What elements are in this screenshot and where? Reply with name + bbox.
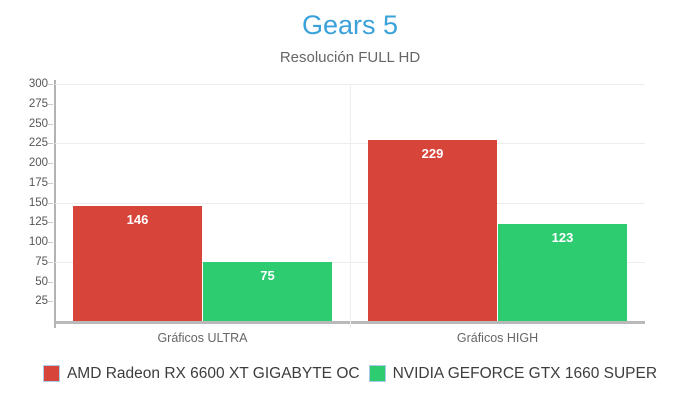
bar-value-label: 146 xyxy=(126,212,149,227)
bar-value-label: 123 xyxy=(551,230,574,245)
y-tick-label: 125 xyxy=(28,216,48,228)
legend-item-label: AMD Radeon RX 6600 XT GIGABYTE OC xyxy=(66,364,360,382)
y-axis-line xyxy=(54,80,56,328)
y-tick-mark xyxy=(48,143,53,144)
legend-swatch xyxy=(368,364,386,382)
y-tick-label: 25 xyxy=(35,295,48,307)
y-tick-label: 300 xyxy=(28,78,48,90)
bar: 229 xyxy=(368,140,497,321)
y-tick-mark xyxy=(48,124,53,125)
bar: 123 xyxy=(498,224,627,321)
y-tick-label: 175 xyxy=(28,177,48,189)
y-tick-mark xyxy=(48,262,53,263)
chart-subtitle: Resolución FULL HD xyxy=(279,49,421,66)
category-separator-line xyxy=(350,84,351,328)
legend-item: NVIDIA GEFORCE GTX 1660 SUPER xyxy=(368,364,658,383)
chart-legend: AMD Radeon RX 6600 XT GIGABYTE OC NVIDIA … xyxy=(0,361,700,385)
y-tick-label: 50 xyxy=(35,276,48,288)
bar: 146 xyxy=(73,206,202,321)
legend-swatch xyxy=(42,364,60,382)
y-tick-label: 100 xyxy=(28,236,48,248)
y-tick-label: 150 xyxy=(28,197,48,209)
chart-title: Gears 5 xyxy=(301,10,399,40)
y-tick-label: 225 xyxy=(28,137,48,149)
bar-value-label: 229 xyxy=(421,146,444,161)
bar-value-label: 75 xyxy=(260,268,275,283)
y-tick-mark xyxy=(48,222,53,223)
y-tick-mark xyxy=(48,104,53,105)
y-tick-label: 75 xyxy=(35,256,48,268)
y-tick-mark xyxy=(48,183,53,184)
y-tick-mark xyxy=(48,163,53,164)
y-tick-mark xyxy=(48,282,53,283)
legend-item-label: NVIDIA GEFORCE GTX 1660 SUPER xyxy=(392,364,658,382)
y-tick-label: 250 xyxy=(28,118,48,130)
y-tick-mark xyxy=(48,242,53,243)
category-label: Gráficos HIGH xyxy=(456,331,539,345)
y-tick-mark xyxy=(48,84,53,85)
category-label: Gráficos ULTRA xyxy=(157,331,248,345)
bar: 75 xyxy=(203,262,332,321)
y-tick-label: 200 xyxy=(28,157,48,169)
y-tick-mark xyxy=(48,203,53,204)
y-tick-label: 275 xyxy=(28,98,48,110)
y-tick-mark xyxy=(48,301,53,302)
legend-item: AMD Radeon RX 6600 XT GIGABYTE OC xyxy=(42,364,360,383)
